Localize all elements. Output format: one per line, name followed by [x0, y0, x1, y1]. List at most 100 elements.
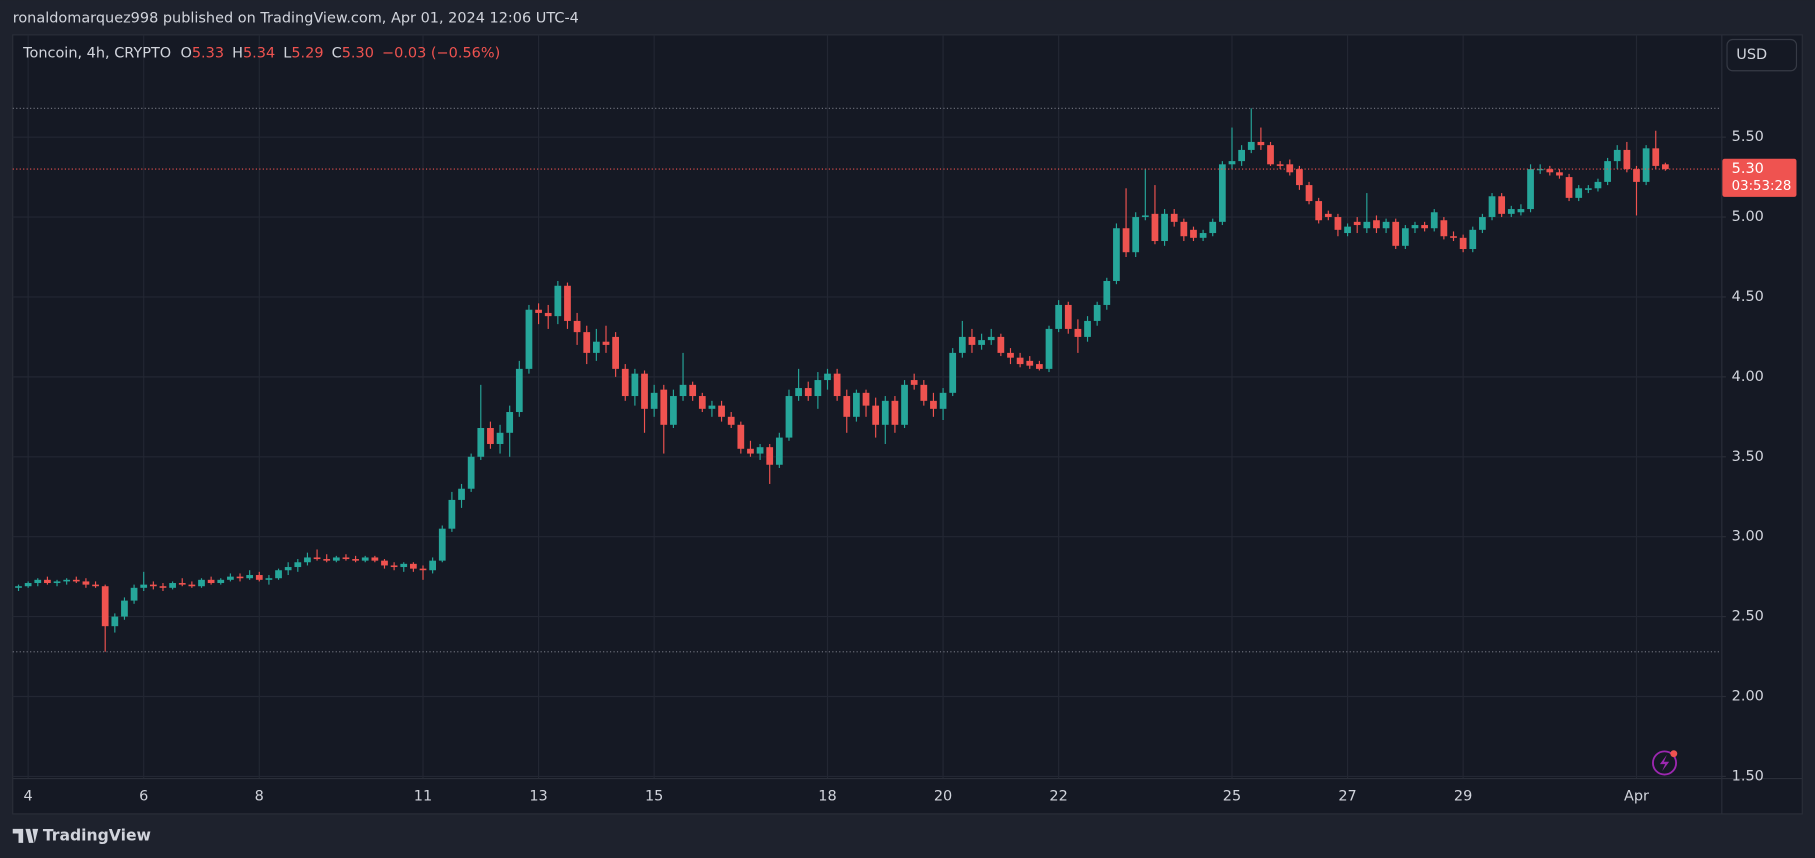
candle-body	[121, 600, 128, 617]
x-tick-label: 27	[1338, 789, 1356, 805]
candle-body	[1141, 215, 1149, 218]
candle-body	[1218, 164, 1226, 222]
candle-body	[833, 373, 841, 397]
candle-body	[1055, 304, 1063, 329]
x-tick-label: 11	[414, 789, 432, 805]
candle-body	[679, 384, 687, 397]
candle-body	[535, 309, 542, 313]
candle-body	[881, 400, 889, 425]
x-tick-label: 6	[139, 789, 148, 805]
candle-body	[1575, 188, 1583, 198]
candle-body	[1170, 213, 1178, 222]
candle-body	[1642, 148, 1650, 182]
legend-key: O	[180, 45, 191, 61]
x-tick-label: 15	[645, 789, 663, 805]
candle-body	[795, 388, 802, 397]
candle-body	[390, 565, 398, 568]
candle-body	[1450, 236, 1457, 238]
icon-circle[interactable]	[1652, 750, 1678, 776]
currency[interactable]: USD	[1736, 47, 1767, 63]
candle-body	[515, 368, 523, 413]
candle-body	[891, 400, 899, 425]
candle-body	[82, 581, 90, 585]
candle-body	[775, 437, 783, 465]
candle-body	[718, 405, 725, 417]
candle-body	[448, 499, 456, 529]
candle-body	[1353, 221, 1361, 226]
candle-body	[332, 557, 340, 561]
candle-body	[737, 424, 745, 449]
candle-body	[217, 579, 225, 584]
candle-body	[1113, 228, 1120, 281]
candle-body	[477, 428, 485, 457]
candle-body	[1334, 217, 1342, 230]
candle-body	[92, 584, 99, 587]
candle-body	[862, 392, 870, 406]
candle-body	[53, 581, 61, 584]
candle-body	[843, 396, 851, 417]
candle-body	[1382, 221, 1390, 229]
candle-body	[149, 584, 157, 587]
candle-body	[1488, 196, 1496, 218]
candle-body	[34, 579, 42, 584]
candle-body	[1584, 188, 1592, 190]
candle-body	[72, 579, 80, 582]
lightning-icon[interactable]	[1652, 750, 1678, 776]
header: ronaldomarquez998 published on TradingVi…	[13, 11, 579, 27]
frame	[12, 34, 1803, 815]
candle-body	[650, 392, 658, 409]
candle-body	[949, 352, 957, 393]
y-tick-label: 4.00	[1732, 369, 1764, 385]
candle-body	[1103, 280, 1111, 305]
candle-body	[766, 447, 774, 465]
candle-body	[554, 285, 562, 317]
candle-body	[496, 432, 504, 444]
x-tick-label: 18	[818, 789, 836, 805]
candle-body	[872, 405, 880, 425]
candle-body	[756, 447, 764, 454]
icon-bolt[interactable]	[1659, 754, 1670, 772]
candle-body	[1026, 360, 1034, 366]
candle-body	[1469, 229, 1477, 250]
legend-key: L	[283, 45, 291, 61]
candle-body	[265, 578, 273, 580]
candle-body	[467, 456, 475, 489]
candle-body	[236, 576, 244, 579]
price-badge	[1722, 158, 1797, 197]
candle-body	[544, 312, 552, 317]
legend-change: −0.03 (−0.56%)	[382, 45, 500, 61]
candle-body	[1430, 212, 1438, 229]
candle-body	[275, 570, 282, 579]
candle-body	[1161, 213, 1168, 242]
candle-body	[410, 563, 417, 569]
candle-body	[188, 584, 196, 587]
candle-body	[1459, 237, 1467, 250]
legend-value: 5.34	[243, 45, 275, 61]
candle-body	[660, 389, 668, 425]
x-tick-label: 22	[1049, 789, 1067, 805]
plot-area	[12, 34, 1722, 778]
candle-body	[44, 579, 51, 584]
countdown: 03:53:28	[1732, 179, 1792, 194]
icon-dot[interactable]	[1670, 750, 1678, 758]
candle-body	[1228, 161, 1236, 165]
candle-body	[1074, 328, 1082, 337]
candle-body	[1556, 172, 1563, 176]
y-tick-label: 4.50	[1732, 289, 1764, 305]
candle-body	[1594, 181, 1602, 189]
candle-body	[1440, 220, 1448, 237]
candle-body	[1238, 149, 1245, 162]
legend-key: H	[232, 45, 243, 61]
candle-body	[987, 336, 995, 341]
candle-body	[1132, 217, 1140, 253]
candle-body	[814, 380, 822, 397]
currency-button[interactable]	[1726, 38, 1798, 72]
candle-body	[785, 396, 793, 438]
candle-body	[573, 320, 581, 333]
candle-body	[525, 309, 533, 369]
candle-body	[400, 563, 408, 568]
candle-body	[1036, 364, 1043, 369]
y-tick-label: 1.50	[1732, 768, 1764, 784]
candle-body	[342, 557, 350, 560]
